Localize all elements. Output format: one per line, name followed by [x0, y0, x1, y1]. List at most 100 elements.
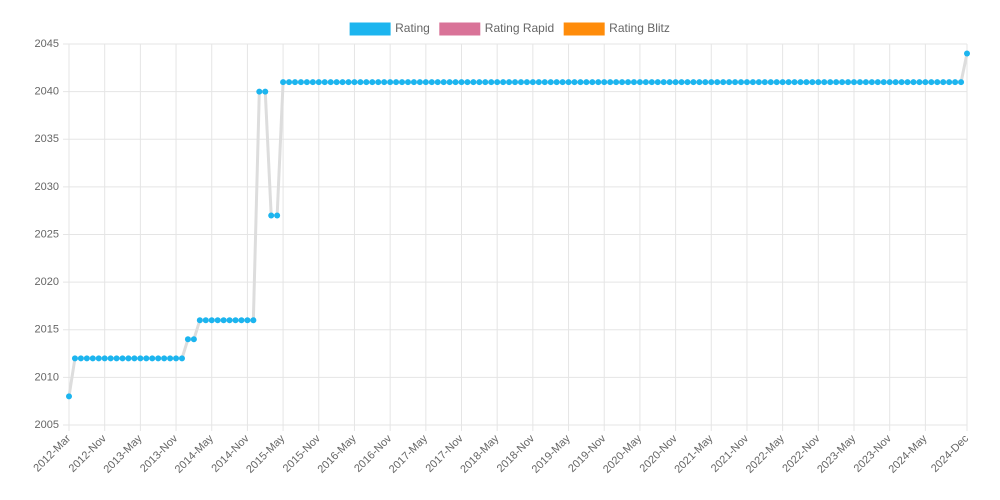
- data-point: [648, 79, 655, 86]
- data-point: [755, 79, 762, 86]
- data-point: [155, 355, 162, 362]
- data-point: [280, 79, 287, 86]
- data-point: [821, 79, 828, 86]
- data-point: [351, 79, 358, 86]
- data-point: [244, 317, 251, 324]
- data-point: [95, 355, 102, 362]
- data-point: [642, 79, 649, 86]
- data-point: [107, 355, 114, 362]
- data-point: [577, 79, 584, 86]
- data-point: [178, 355, 185, 362]
- legend-swatch: [349, 22, 391, 36]
- data-point: [345, 79, 352, 86]
- data-point: [862, 79, 869, 86]
- y-tick-label: 2025: [35, 228, 59, 240]
- y-tick-label: 2035: [35, 133, 59, 145]
- data-point: [714, 79, 721, 86]
- data-point: [77, 355, 84, 362]
- data-point: [660, 79, 667, 86]
- data-point: [416, 79, 423, 86]
- data-point: [732, 79, 739, 86]
- data-point: [89, 355, 96, 362]
- data-point: [315, 79, 322, 86]
- data-point: [387, 79, 394, 86]
- data-point: [309, 79, 316, 86]
- data-point: [839, 79, 846, 86]
- data-point: [595, 79, 602, 86]
- data-point: [226, 317, 233, 324]
- data-point: [571, 79, 578, 86]
- data-point: [220, 317, 227, 324]
- data-point: [512, 79, 519, 86]
- data-point: [470, 79, 477, 86]
- data-point: [541, 79, 548, 86]
- data-point: [708, 79, 715, 86]
- data-point: [630, 79, 637, 86]
- data-point: [952, 79, 959, 86]
- data-point: [547, 79, 554, 86]
- y-tick-label: 2045: [35, 38, 59, 50]
- x-tick-label: 2017-May: [387, 432, 430, 475]
- data-point: [654, 79, 661, 86]
- data-point: [434, 79, 441, 86]
- data-point: [375, 79, 382, 86]
- data-point: [458, 79, 465, 86]
- data-point: [464, 79, 471, 86]
- data-point: [749, 79, 756, 86]
- data-point: [190, 336, 197, 343]
- data-point: [684, 79, 691, 86]
- data-point: [369, 79, 376, 86]
- data-point: [743, 79, 750, 86]
- data-point: [922, 79, 929, 86]
- data-point: [613, 79, 620, 86]
- x-tick-label: 2014-May: [173, 432, 216, 475]
- data-point: [696, 79, 703, 86]
- x-tick-label: 2016-May: [316, 432, 359, 475]
- data-point: [523, 79, 530, 86]
- data-point: [137, 355, 144, 362]
- data-point: [404, 79, 411, 86]
- data-point: [321, 79, 328, 86]
- data-point: [268, 212, 275, 219]
- data-point: [173, 355, 180, 362]
- data-point: [125, 355, 132, 362]
- data-point: [428, 79, 435, 86]
- data-point: [868, 79, 875, 86]
- data-point: [904, 79, 911, 86]
- data-point: [934, 79, 941, 86]
- y-tick-label: 2015: [35, 324, 59, 336]
- data-point: [214, 317, 221, 324]
- x-tick-label: 2024-May: [886, 432, 929, 475]
- data-point: [553, 79, 560, 86]
- data-point: [238, 317, 245, 324]
- data-point: [958, 79, 965, 86]
- data-point: [274, 212, 281, 219]
- data-point: [291, 79, 298, 86]
- data-point: [625, 79, 632, 86]
- data-point: [357, 79, 364, 86]
- data-point: [964, 50, 970, 57]
- y-tick-label: 2020: [35, 276, 59, 288]
- x-tick-label: 2023-May: [815, 432, 858, 475]
- data-point: [488, 79, 495, 86]
- data-point: [476, 79, 483, 86]
- data-point: [559, 79, 566, 86]
- data-point: [446, 79, 453, 86]
- data-point: [636, 79, 643, 86]
- data-point: [143, 355, 150, 362]
- data-point: [399, 79, 406, 86]
- data-point: [880, 79, 887, 86]
- x-tick-label: 2019-May: [530, 432, 573, 475]
- data-point: [131, 355, 138, 362]
- data-point: [208, 317, 215, 324]
- legend-label: Rating Blitz: [609, 21, 670, 35]
- data-point: [690, 79, 697, 86]
- legend-swatch: [439, 22, 481, 36]
- data-point: [678, 79, 685, 86]
- data-point: [113, 355, 120, 362]
- y-tick-label: 2005: [35, 419, 59, 431]
- data-point: [702, 79, 709, 86]
- legend-swatch: [563, 22, 605, 36]
- data-point: [761, 79, 768, 86]
- data-point: [797, 79, 804, 86]
